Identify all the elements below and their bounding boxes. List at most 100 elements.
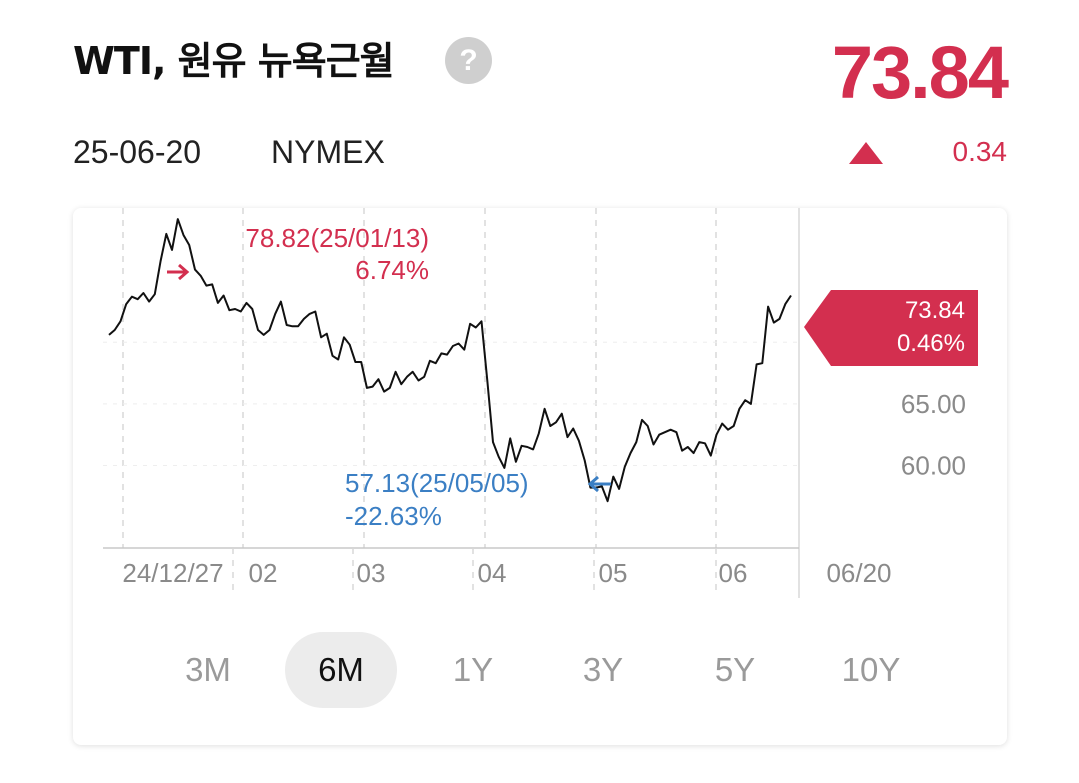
data-point [555,421,557,423]
data-point [520,445,522,447]
current-label-pct: 0.46% [897,330,965,357]
data-point [612,475,614,477]
data-point [228,309,230,311]
low-annotation-pct: -22.63% [345,501,442,531]
data-point [114,329,116,331]
data-point [664,431,666,433]
data-point [652,443,654,445]
data-point [314,310,316,312]
data-point [641,419,643,421]
data-point [291,325,293,327]
data-point [486,379,488,381]
data-point [280,300,282,302]
data-point [440,352,442,354]
data-point [360,361,362,363]
data-point [480,320,482,322]
data-point [578,440,580,442]
current-price: 73.84 [831,31,1009,114]
question-circle-icon[interactable]: ? [445,37,492,84]
data-point [721,422,723,424]
data-point [532,448,534,450]
range-selector: 3M 6M 1Y 3Y 5Y 10Y [73,632,1007,712]
series-line [108,218,792,503]
data-point [371,385,373,387]
data-point [108,334,110,336]
data-point [543,408,545,410]
data-point [383,390,385,392]
series-line-group [108,218,792,503]
data-point [257,329,259,331]
data-point [475,326,477,328]
data-point [125,303,127,305]
data-point [710,454,712,456]
data-point [515,461,517,463]
data-point [629,452,631,454]
range-button-6m[interactable]: 6M [285,632,397,708]
data-point [423,376,425,378]
range-button-10y[interactable]: 10Y [841,651,901,688]
data-point [137,298,139,300]
data-point [188,244,190,246]
data-point [492,441,494,443]
x-tick-label: 02 [249,558,278,588]
range-button-5y[interactable]: 5Y [714,651,756,688]
data-point [331,355,333,357]
arrow-left-icon [587,475,611,493]
data-point [675,431,677,433]
data-point [417,379,419,381]
data-point [389,387,391,389]
data-point [326,333,328,335]
data-point [509,437,511,439]
data-point [624,466,626,468]
data-point [698,441,700,443]
data-point [715,434,717,436]
data-point [165,233,167,235]
chart-grid [103,208,800,598]
data-point [750,403,752,405]
range-button-1y[interactable]: 1Y [452,651,494,688]
data-point [297,325,299,327]
data-point [773,321,775,323]
data-point [182,234,184,236]
range-button-3y[interactable]: 3Y [582,651,624,688]
exchange-name: NYMEX [271,134,385,170]
data-point [400,383,402,385]
x-tick-label: 04 [478,558,507,588]
current-value-label: 73.84 0.46% [804,290,978,366]
data-point [566,436,568,438]
data-point [618,488,620,490]
data-point [778,318,780,320]
data-point [687,446,689,448]
x-tick-label: 05 [599,558,628,588]
data-point [148,300,150,302]
high-annotation-pct: 6.74% [355,255,429,285]
data-point [406,376,408,378]
data-point [337,358,339,360]
data-point [200,275,202,277]
data-point [320,336,322,338]
x-tick-label: 03 [357,558,386,588]
data-point [159,260,161,262]
data-point [704,442,706,444]
data-point [549,425,551,427]
triangle-up-icon [849,142,883,164]
low-annotation-value: 57.13(25/05/05) [345,468,529,498]
data-point [526,446,528,448]
data-point [584,459,586,461]
data-point [240,310,242,312]
data-point [211,283,213,285]
data-point [194,268,196,270]
range-button-3m[interactable]: 3M [185,651,231,688]
data-point [784,303,786,305]
data-point [154,293,156,295]
data-point [251,308,253,310]
data-point [394,371,396,373]
x-tick-label: 06/20 [826,558,891,588]
data-point [452,345,454,347]
data-point [658,434,660,436]
data-point [755,363,757,365]
data-point [767,305,769,307]
high-annotation-value: 78.82(25/01/13) [245,223,429,253]
